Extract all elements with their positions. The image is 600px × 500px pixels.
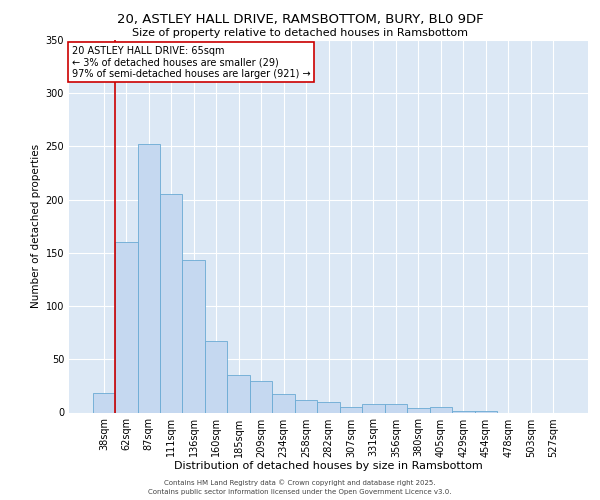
Bar [92,394,115,412]
Text: 20 ASTLEY HALL DRIVE: 65sqm
← 3% of detached houses are smaller (29)
97% of semi: 20 ASTLEY HALL DRIVE: 65sqm ← 3% of deta… [71,46,310,79]
Bar [250,380,272,412]
Bar [227,375,250,412]
Bar [430,407,452,412]
Text: Contains HM Land Registry data © Crown copyright and database right 2025.: Contains HM Land Registry data © Crown c… [164,480,436,486]
Bar [272,394,295,412]
Bar [340,407,362,412]
Bar [137,144,160,412]
Bar [362,404,385,412]
Bar [115,242,137,412]
Bar [205,341,227,412]
Bar [295,400,317,412]
Text: 20, ASTLEY HALL DRIVE, RAMSBOTTOM, BURY, BL0 9DF: 20, ASTLEY HALL DRIVE, RAMSBOTTOM, BURY,… [116,12,484,26]
Text: Size of property relative to detached houses in Ramsbottom: Size of property relative to detached ho… [132,28,468,38]
Bar [407,408,430,412]
Text: Contains public sector information licensed under the Open Government Licence v3: Contains public sector information licen… [148,489,452,495]
Bar [160,194,182,412]
Bar [385,404,407,412]
Y-axis label: Number of detached properties: Number of detached properties [31,144,41,308]
Bar [182,260,205,412]
X-axis label: Distribution of detached houses by size in Ramsbottom: Distribution of detached houses by size … [174,461,483,471]
Bar [317,402,340,412]
